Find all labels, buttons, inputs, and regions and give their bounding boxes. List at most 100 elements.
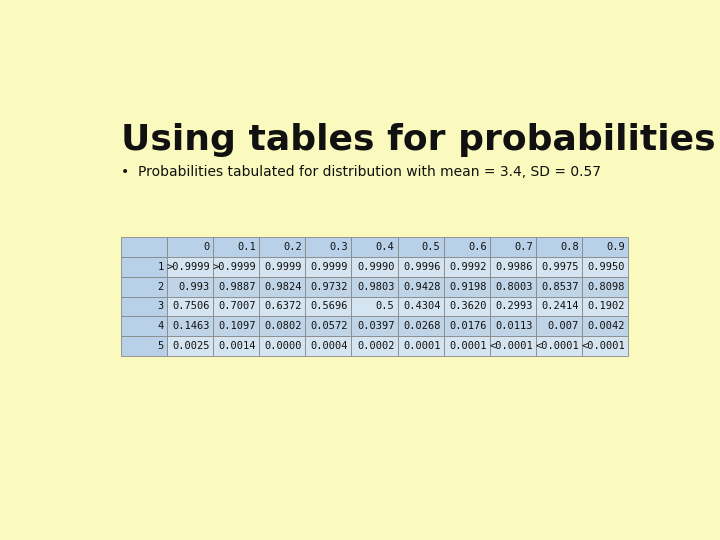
Bar bbox=[121, 336, 167, 356]
Text: 0.0001: 0.0001 bbox=[449, 341, 487, 351]
Bar bbox=[536, 277, 582, 296]
Text: 0.9975: 0.9975 bbox=[541, 262, 579, 272]
Text: 0.993: 0.993 bbox=[179, 282, 210, 292]
Text: 0.3: 0.3 bbox=[330, 242, 348, 252]
Text: 0.0000: 0.0000 bbox=[265, 341, 302, 351]
Text: 0.9986: 0.9986 bbox=[495, 262, 533, 272]
Text: 0.9887: 0.9887 bbox=[218, 282, 256, 292]
Bar bbox=[444, 296, 490, 316]
Text: 0.9198: 0.9198 bbox=[449, 282, 487, 292]
Text: 0.4304: 0.4304 bbox=[403, 301, 441, 312]
Bar bbox=[351, 238, 397, 257]
Text: 0.0572: 0.0572 bbox=[311, 321, 348, 331]
Bar bbox=[121, 296, 167, 316]
Text: 0.0397: 0.0397 bbox=[357, 321, 395, 331]
Bar bbox=[259, 296, 305, 316]
Bar bbox=[351, 316, 397, 336]
Bar bbox=[121, 277, 167, 296]
Text: •  Probabilities tabulated for distribution with mean = 3.4, SD = 0.57: • Probabilities tabulated for distributi… bbox=[121, 165, 600, 179]
Text: >0.9999: >0.9999 bbox=[212, 262, 256, 272]
Bar bbox=[490, 336, 536, 356]
Text: 0.3620: 0.3620 bbox=[449, 301, 487, 312]
Bar bbox=[444, 316, 490, 336]
Text: 0.7007: 0.7007 bbox=[218, 301, 256, 312]
Text: 0.9999: 0.9999 bbox=[311, 262, 348, 272]
Text: <0.0001: <0.0001 bbox=[489, 341, 533, 351]
Text: 5: 5 bbox=[158, 341, 163, 351]
Text: 0.0802: 0.0802 bbox=[265, 321, 302, 331]
Bar bbox=[167, 257, 213, 277]
Bar bbox=[582, 296, 629, 316]
Text: <0.0001: <0.0001 bbox=[582, 341, 625, 351]
Text: 0.9950: 0.9950 bbox=[588, 262, 625, 272]
Text: 0.9990: 0.9990 bbox=[357, 262, 395, 272]
Text: 0.9: 0.9 bbox=[606, 242, 625, 252]
Bar bbox=[213, 316, 259, 336]
Bar bbox=[305, 336, 351, 356]
Bar bbox=[351, 277, 397, 296]
Text: 0.9824: 0.9824 bbox=[265, 282, 302, 292]
Text: >0.9999: >0.9999 bbox=[166, 262, 210, 272]
Bar bbox=[444, 277, 490, 296]
Bar bbox=[259, 277, 305, 296]
Text: 0.8098: 0.8098 bbox=[588, 282, 625, 292]
Text: 0.0042: 0.0042 bbox=[588, 321, 625, 331]
Bar bbox=[351, 336, 397, 356]
Bar bbox=[582, 257, 629, 277]
Text: 0.6: 0.6 bbox=[468, 242, 487, 252]
Text: 0.1097: 0.1097 bbox=[218, 321, 256, 331]
Bar bbox=[167, 336, 213, 356]
Bar bbox=[167, 296, 213, 316]
Bar bbox=[490, 316, 536, 336]
Bar bbox=[121, 238, 167, 257]
Bar bbox=[121, 316, 167, 336]
Bar bbox=[305, 316, 351, 336]
Bar bbox=[213, 296, 259, 316]
Text: 0.4: 0.4 bbox=[376, 242, 395, 252]
Text: Using tables for probabilities: Using tables for probabilities bbox=[121, 123, 715, 157]
Text: 4: 4 bbox=[158, 321, 163, 331]
Text: 0.9992: 0.9992 bbox=[449, 262, 487, 272]
Text: 0.0025: 0.0025 bbox=[172, 341, 210, 351]
Bar bbox=[490, 296, 536, 316]
Text: 0.1463: 0.1463 bbox=[172, 321, 210, 331]
Text: 0.2993: 0.2993 bbox=[495, 301, 533, 312]
Bar bbox=[397, 336, 444, 356]
Bar bbox=[397, 296, 444, 316]
Bar bbox=[305, 257, 351, 277]
Bar bbox=[536, 316, 582, 336]
Text: 0.8: 0.8 bbox=[560, 242, 579, 252]
Bar bbox=[259, 257, 305, 277]
Bar bbox=[582, 238, 629, 257]
Bar bbox=[444, 336, 490, 356]
Bar bbox=[536, 238, 582, 257]
Bar bbox=[259, 316, 305, 336]
Text: 2: 2 bbox=[158, 282, 163, 292]
Text: 0.0004: 0.0004 bbox=[311, 341, 348, 351]
Text: 3: 3 bbox=[158, 301, 163, 312]
Text: 0.0176: 0.0176 bbox=[449, 321, 487, 331]
Bar bbox=[213, 336, 259, 356]
Bar bbox=[167, 316, 213, 336]
Text: 0.9428: 0.9428 bbox=[403, 282, 441, 292]
Bar bbox=[536, 296, 582, 316]
Bar bbox=[213, 277, 259, 296]
Bar bbox=[167, 277, 213, 296]
Text: 0.0268: 0.0268 bbox=[403, 321, 441, 331]
Bar bbox=[259, 336, 305, 356]
Bar bbox=[167, 238, 213, 257]
Text: 0.9999: 0.9999 bbox=[265, 262, 302, 272]
Text: 0.5: 0.5 bbox=[422, 242, 441, 252]
Text: 0.9996: 0.9996 bbox=[403, 262, 441, 272]
Bar bbox=[397, 238, 444, 257]
Bar bbox=[397, 277, 444, 296]
Bar bbox=[444, 238, 490, 257]
Bar bbox=[351, 257, 397, 277]
Bar bbox=[536, 257, 582, 277]
Text: 1: 1 bbox=[158, 262, 163, 272]
Bar bbox=[259, 238, 305, 257]
Text: 0.6372: 0.6372 bbox=[265, 301, 302, 312]
Text: 0.2414: 0.2414 bbox=[541, 301, 579, 312]
Bar bbox=[305, 277, 351, 296]
Bar bbox=[536, 336, 582, 356]
